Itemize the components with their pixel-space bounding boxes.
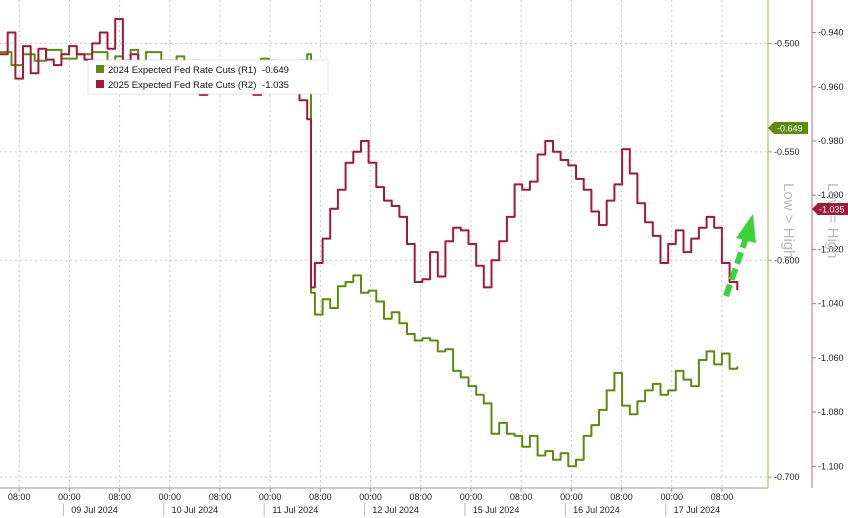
r2-tick-label: -1.100: [818, 461, 844, 471]
x-tick-label: 00:00: [660, 492, 683, 502]
x-tick-label: 08:00: [8, 492, 31, 502]
r2-tick-label: -1.020: [818, 244, 844, 254]
last-value-r1: -0.649: [777, 124, 803, 134]
annotation-low-equal-high: Low = High: [824, 183, 841, 258]
x-tick-label: 08:00: [711, 492, 734, 502]
r2-axis-ticks: -1.100 -1.080 -1.060 -1.040 -1.020 -1.000 -0.9…: [812, 28, 844, 471]
r1-tick-label: -0.700: [774, 472, 800, 482]
x-date-label: 11 Jul 2024: [272, 505, 318, 515]
r2-tick-label: -0.960: [818, 82, 844, 92]
series-line-r1: [0, 48, 739, 468]
x-tick-label: 08:00: [209, 492, 232, 502]
x-date-label: 15 Jul 2024: [473, 505, 520, 515]
series-line-r2: [0, 18, 739, 291]
x-tick-label: 00:00: [460, 492, 483, 502]
x-tick-label: 08:00: [410, 492, 433, 502]
r2-tick-label: -0.980: [818, 136, 844, 146]
r1-tick-label: -0.600: [774, 255, 800, 265]
x-tick-label: 08:00: [510, 492, 533, 502]
x-tick-label: 00:00: [259, 492, 282, 502]
r2-tick-label: -1.040: [818, 299, 844, 309]
x-date-label: 16 Jul 2024: [573, 505, 620, 515]
x-date-label: 17 Jul 2024: [674, 505, 721, 515]
r1-tick-label: -0.500: [774, 38, 800, 48]
legend-swatch-r2: [96, 80, 104, 88]
r1-tick-label: -0.550: [774, 147, 800, 157]
x-tick-label: 00:00: [359, 492, 382, 502]
x-date-label: 12 Jul 2024: [372, 505, 419, 515]
x-tick-label: 08:00: [309, 492, 332, 502]
x-tick-label: 00:00: [58, 492, 81, 502]
x-tick-label: 08:00: [108, 492, 131, 502]
last-value-tag-r1: -0.649: [768, 122, 808, 134]
x-date-label: 09 Jul 2024: [71, 505, 118, 515]
x-tick-label: 08:00: [610, 492, 633, 502]
legend-entry-r1: 2024 Expected Fed Rate Cuts (R1) -0.649: [108, 65, 289, 76]
last-value-tag-r2: -1.035: [812, 203, 848, 215]
legend: 2024 Expected Fed Rate Cuts (R1) -0.649 …: [87, 59, 329, 95]
green-arrow-icon: [723, 214, 756, 297]
r2-tick-label: -1.000: [818, 190, 844, 200]
r2-tick-label: -1.080: [818, 407, 844, 417]
x-date-label: 10 Jul 2024: [172, 505, 219, 515]
x-tick-label: 00:00: [159, 492, 182, 502]
x-tick-label: 00:00: [560, 492, 583, 502]
legend-entry-r2: 2025 Expected Fed Rate Cuts (R2) -1.035: [108, 80, 289, 91]
x-axis-ticks: 08:00 00:00 08:00 00:00 08:00 00:00 08:00 00:00…: [8, 488, 733, 516]
annotation-low-high: Low > High: [780, 183, 797, 258]
r2-tick-label: -1.060: [818, 353, 844, 363]
last-value-r2: -1.035: [819, 205, 845, 215]
r1-axis-ticks: -0.700 -0.600 -0.550 -0.500: [768, 38, 800, 482]
r2-tick-label: -0.940: [818, 28, 844, 38]
legend-swatch-r1: [96, 65, 104, 73]
